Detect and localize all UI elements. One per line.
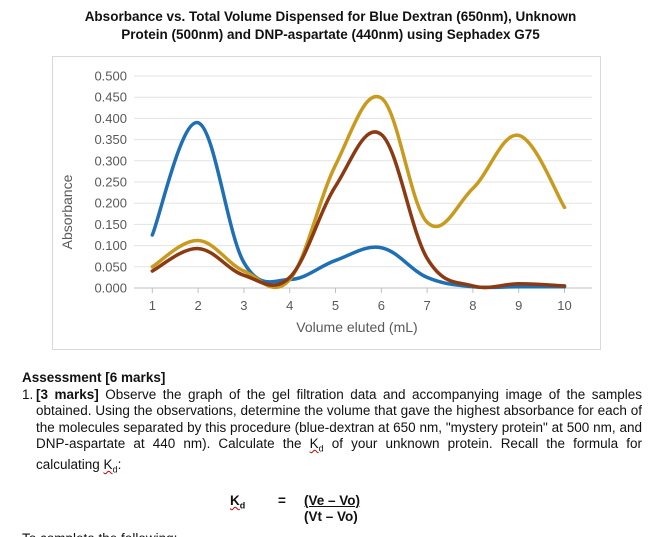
y-axis-ticks: 0.000 0.050 0.100 0.150 0.200 0.250 0.300 0.350…	[94, 69, 127, 296]
question-marks: [3 marks]	[36, 386, 99, 402]
series-line-2	[150, 94, 567, 290]
question-text: [3 marks] Observe the graph of the gel f…	[36, 387, 642, 479]
question-1: 1. [3 marks] Observe the graph of the ge…	[22, 387, 642, 479]
x-tick-label: 9	[515, 298, 522, 313]
x-tick-label: 3	[240, 298, 247, 313]
chart-title-line-2: Protein (500nm) and DNP-aspartate (440nm…	[121, 27, 540, 42]
y-tick-label: 0.000	[94, 281, 127, 296]
cut-off-text-line: To complete the following:	[22, 531, 177, 537]
x-tick-label: 10	[557, 298, 571, 313]
y-tick-label: 0.500	[94, 69, 127, 84]
x-tick-label: 8	[469, 298, 476, 313]
kd-term-2: Kd	[103, 457, 118, 475]
y-tick-label: 0.450	[94, 90, 127, 105]
assessment-heading: Assessment [6 marks]	[22, 370, 166, 385]
formula-equals: =	[278, 493, 286, 508]
series-line-3	[150, 130, 567, 290]
y-tick-label: 0.250	[94, 175, 127, 190]
x-axis-label: Volume eluted (mL)	[296, 319, 417, 335]
question-body-mid: of your unknown protein. Recall the form…	[36, 436, 642, 473]
formula-lhs: Kd	[230, 493, 246, 511]
formula-denominator: (Vt – Vo)	[304, 509, 358, 524]
x-tick-label: 6	[378, 298, 385, 313]
kd-term-1: Kd	[309, 436, 324, 454]
question-body: Observe the graph of the gel filtration …	[36, 386, 642, 452]
absorbance-line-chart: 0.000 0.050 0.100 0.150 0.200 0.250 0.300 0.350…	[59, 69, 592, 335]
question-number: 1.	[22, 386, 34, 402]
y-tick-label: 0.050	[94, 259, 127, 274]
formula-numerator: (Ve – Vo)	[304, 493, 361, 508]
chart-title: Absorbance vs. Total Volume Dispensed fo…	[0, 8, 661, 44]
y-axis-label: Absorbance	[59, 174, 75, 249]
y-tick-label: 0.400	[94, 111, 127, 126]
y-tick-label: 0.150	[94, 217, 127, 232]
x-tick-label: 7	[424, 298, 431, 313]
question-body-end: :	[117, 457, 122, 473]
x-tick-label: 4	[286, 298, 293, 313]
x-tick-label: 2	[195, 298, 202, 313]
chart-series	[150, 94, 567, 290]
assessment-section: Assessment [6 marks] 1. [3 marks] Observ…	[22, 370, 642, 478]
x-tick-label: 1	[149, 298, 156, 313]
x-axis-ticks: 1 2 3 4 5 6 7 8 9 10	[149, 288, 572, 313]
x-tick-label: 5	[332, 298, 339, 313]
y-tick-label: 0.300	[94, 153, 127, 168]
y-tick-label: 0.350	[94, 132, 127, 147]
y-tick-label: 0.200	[94, 196, 127, 211]
y-tick-label: 0.100	[94, 238, 127, 253]
chart-title-line-1: Absorbance vs. Total Volume Dispensed fo…	[84, 9, 577, 24]
